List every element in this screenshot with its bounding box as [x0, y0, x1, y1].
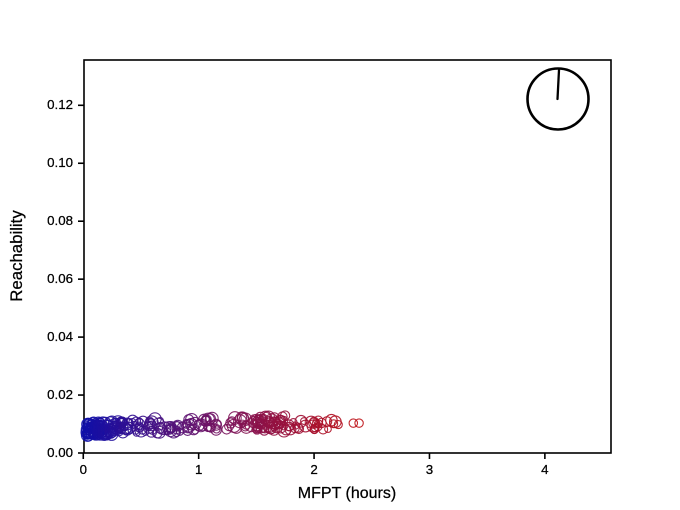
svg-text:4: 4	[541, 462, 548, 477]
svg-text:0.04: 0.04	[47, 329, 73, 344]
svg-text:1: 1	[195, 462, 202, 477]
svg-text:0.10: 0.10	[47, 155, 73, 170]
svg-text:0.12: 0.12	[47, 97, 73, 112]
svg-text:0.06: 0.06	[47, 271, 73, 286]
svg-text:0.02: 0.02	[47, 387, 73, 402]
svg-text:Reachability: Reachability	[7, 210, 26, 302]
svg-text:MFPT (hours): MFPT (hours)	[298, 485, 396, 502]
svg-text:0.00: 0.00	[47, 445, 73, 460]
svg-text:3: 3	[426, 462, 433, 477]
svg-text:2: 2	[310, 462, 317, 477]
svg-text:0: 0	[80, 462, 87, 477]
svg-text:0.08: 0.08	[47, 213, 73, 228]
